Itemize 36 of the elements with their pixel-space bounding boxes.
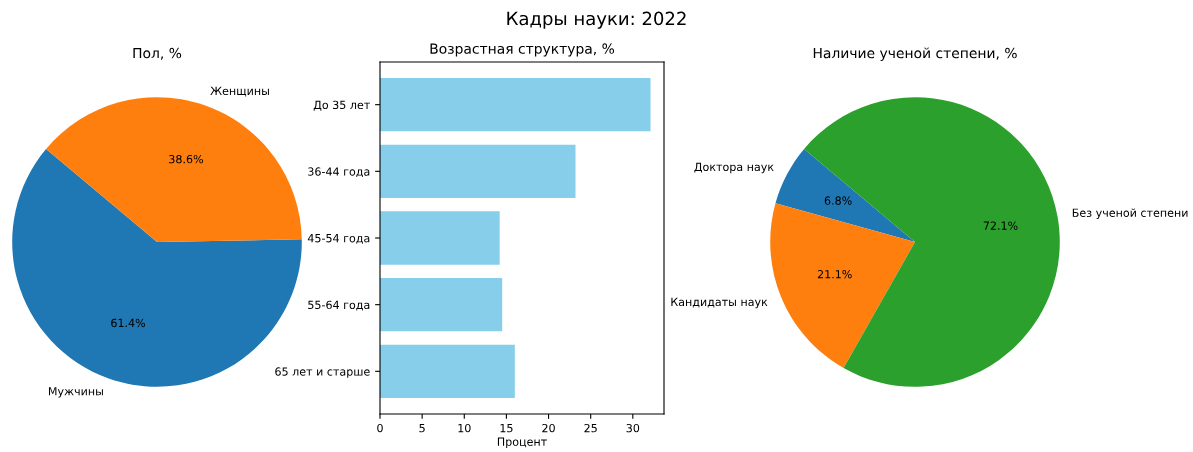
data-label: 38.6%: [169, 154, 204, 164]
data-label: 72.1%: [983, 221, 1018, 230]
pie-slice: [46, 97, 302, 242]
x-tick-label: 10: [458, 423, 471, 433]
y-tick-label: 36-44 года: [308, 167, 370, 178]
slice-label: Доктора наук: [694, 162, 774, 174]
y-tick-label: 55-64 года: [308, 300, 370, 311]
chart-title: Возрастная структура, %: [430, 43, 615, 57]
chart-title: Наличие ученой степени, %: [813, 47, 1017, 61]
pie-slice: [770, 203, 915, 368]
pie-slice: [804, 97, 1060, 387]
bar: [380, 78, 651, 132]
y-tick-label: До 35 лет: [313, 100, 370, 111]
slice-label: Без ученой степени: [1072, 208, 1188, 220]
x-tick-label: 15: [500, 424, 513, 433]
x-tick-label: 20: [542, 423, 555, 433]
y-tick-label: 65 лет и старше: [275, 367, 370, 378]
bar: [380, 344, 515, 398]
bar: [380, 144, 576, 198]
pie-slice: [775, 148, 915, 242]
x-tick-label: 5: [419, 424, 425, 433]
data-label: 6.8%: [824, 196, 852, 205]
slice-label: Мужчины: [48, 387, 103, 398]
x-axis-title: Процент: [497, 437, 547, 449]
y-tick-label: 45-54 года: [307, 234, 370, 244]
chart-title: Пол, %: [133, 47, 182, 60]
slice-label: Кандидаты наук: [671, 297, 768, 309]
data-label: 21.1%: [817, 270, 852, 279]
x-tick-label: 0: [377, 423, 383, 433]
slice-label: Женщины: [210, 86, 269, 97]
x-tick-label: 30: [626, 423, 640, 433]
text: Кадры науки: 2022: [507, 11, 686, 29]
bar: [380, 211, 500, 265]
x-tick-label: 25: [584, 423, 597, 433]
data-label: 61.4%: [111, 318, 146, 328]
bar: [380, 278, 503, 332]
